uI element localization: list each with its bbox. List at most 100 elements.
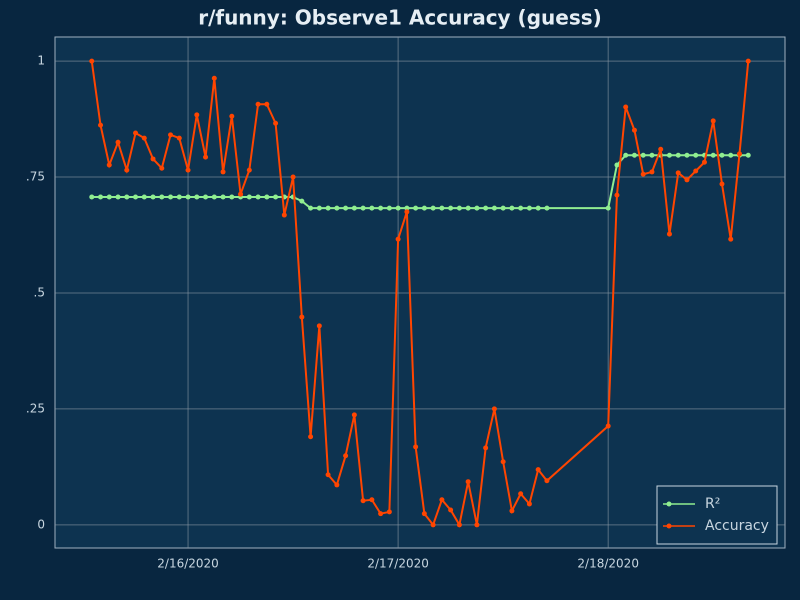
- point: [308, 205, 314, 211]
- point: [106, 194, 112, 200]
- point: [456, 522, 462, 528]
- y-tick-label: 1: [37, 54, 45, 68]
- point: [124, 167, 130, 173]
- point: [745, 58, 751, 64]
- point: [316, 205, 322, 211]
- point: [150, 194, 156, 200]
- y-tick-label: 0: [37, 517, 45, 531]
- legend-marker: [666, 523, 672, 529]
- point: [334, 482, 340, 488]
- point: [483, 445, 489, 451]
- point: [290, 174, 296, 180]
- point: [649, 169, 655, 175]
- point: [255, 101, 261, 107]
- point: [693, 152, 699, 158]
- point: [614, 162, 620, 168]
- point: [675, 152, 681, 158]
- point: [106, 162, 112, 168]
- legend-box: [656, 485, 778, 545]
- point: [500, 205, 506, 211]
- point: [658, 146, 664, 152]
- point: [430, 205, 436, 211]
- point: [203, 154, 209, 160]
- point: [343, 205, 349, 211]
- point: [299, 314, 305, 320]
- point: [141, 135, 147, 141]
- point: [89, 194, 95, 200]
- point: [448, 507, 454, 513]
- point: [684, 177, 690, 183]
- point: [159, 165, 165, 171]
- point: [605, 423, 611, 429]
- point: [203, 194, 209, 200]
- point: [491, 205, 497, 211]
- point: [395, 205, 401, 211]
- point: [351, 205, 357, 211]
- point: [246, 194, 252, 200]
- point: [526, 501, 532, 507]
- point: [115, 194, 121, 200]
- point: [509, 205, 515, 211]
- point: [281, 212, 287, 218]
- legend-label: Accuracy: [705, 518, 769, 534]
- point: [666, 231, 672, 237]
- point: [421, 205, 427, 211]
- y-tick-label: .75: [26, 170, 45, 184]
- point: [325, 205, 331, 211]
- point: [518, 205, 524, 211]
- point: [544, 205, 550, 211]
- point: [133, 194, 139, 200]
- point: [115, 139, 121, 145]
- point: [465, 479, 471, 485]
- point: [194, 112, 200, 118]
- x-tick-label: 2/18/2020: [577, 557, 639, 571]
- point: [98, 122, 104, 128]
- point: [544, 478, 550, 484]
- point: [168, 132, 174, 138]
- point: [439, 205, 445, 211]
- point: [693, 168, 699, 174]
- point: [701, 159, 707, 165]
- point: [675, 170, 681, 176]
- y-tick-label: .5: [34, 285, 45, 299]
- point: [264, 101, 270, 107]
- point: [360, 205, 366, 211]
- point: [98, 194, 104, 200]
- point: [448, 205, 454, 211]
- point: [343, 453, 349, 459]
- series-line: [91, 154, 749, 210]
- point: [430, 522, 436, 528]
- series-line: [90, 60, 750, 528]
- point: [264, 194, 270, 200]
- point: [229, 194, 235, 200]
- point: [211, 194, 217, 200]
- point: [334, 205, 340, 211]
- point: [535, 467, 541, 473]
- point: [631, 127, 637, 133]
- point: [465, 205, 471, 211]
- point: [745, 152, 751, 158]
- point: [246, 167, 252, 173]
- point: [369, 497, 375, 503]
- point: [133, 130, 139, 136]
- point: [238, 191, 244, 197]
- point: [150, 156, 156, 162]
- point: [719, 152, 725, 158]
- point: [518, 491, 524, 497]
- point: [640, 152, 646, 158]
- point: [404, 205, 410, 211]
- point: [474, 522, 480, 528]
- point: [719, 181, 725, 187]
- point: [413, 444, 419, 450]
- point: [185, 194, 191, 200]
- point: [649, 152, 655, 158]
- point: [640, 171, 646, 177]
- point: [220, 169, 226, 175]
- x-tick-label: 2/17/2020: [367, 557, 429, 571]
- point: [386, 205, 392, 211]
- point: [176, 194, 182, 200]
- point: [421, 511, 427, 517]
- legend-marker: [666, 501, 672, 507]
- point: [500, 459, 506, 465]
